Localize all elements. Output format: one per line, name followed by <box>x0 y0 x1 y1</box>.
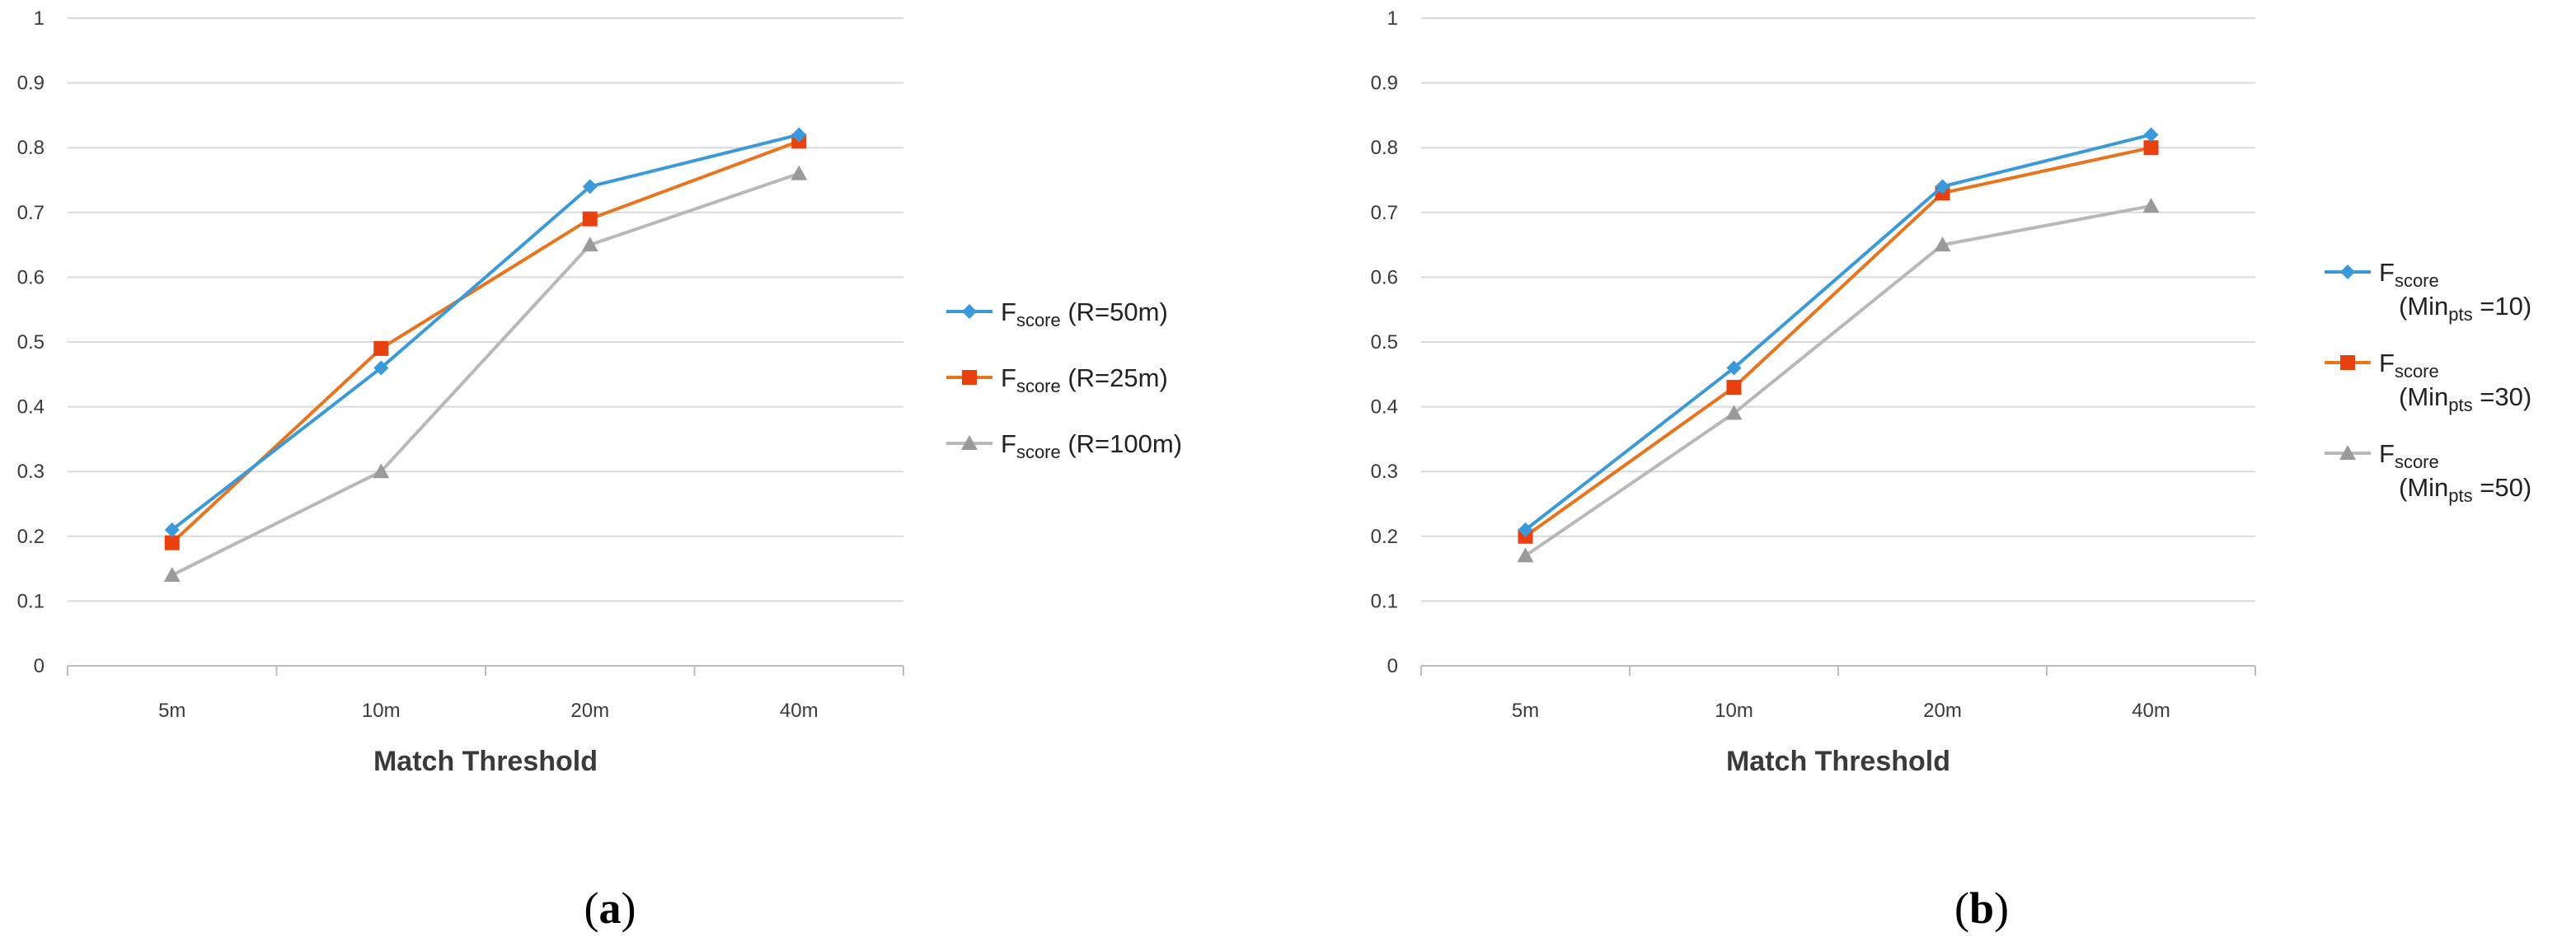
y-tick-label: 0.5 <box>1371 331 1398 354</box>
data-point <box>1726 380 1742 396</box>
y-tick-label: 0.3 <box>17 461 45 483</box>
data-point <box>2142 197 2160 213</box>
y-tick-label: 0.1 <box>1371 590 1398 612</box>
data-point <box>1934 236 1951 252</box>
data-point <box>373 340 389 356</box>
data-point <box>2340 265 2355 279</box>
figure-caption: (a) <box>584 883 636 933</box>
y-tick-label: 0.5 <box>17 331 45 354</box>
series-3 <box>1517 197 2160 563</box>
y-tick-label: 0.9 <box>17 73 45 95</box>
data-point <box>2143 127 2159 143</box>
y-tick-label: 0.7 <box>17 202 45 224</box>
y-tick-label: 0.8 <box>17 137 45 159</box>
legend-label: Fscore <box>2379 258 2439 291</box>
series-line <box>1524 133 2151 532</box>
data-point <box>1518 522 1533 537</box>
data-point <box>2143 140 2159 156</box>
legend-label: Fscore (R=100m) <box>1001 429 1182 462</box>
data-point <box>164 535 180 550</box>
data-point <box>163 566 181 582</box>
chart-b: 0 0.1 0.2 0.3 0.4 0.5 0.6 0.7 0.8 0.9 1 5m 10m 20m 40m… <box>1371 7 2532 933</box>
y-tick-label: 0 <box>1387 655 1398 677</box>
x-tick-label: 20m <box>1923 700 1962 722</box>
data-point <box>1935 179 1950 194</box>
legend-label: Fscore <box>2379 439 2439 472</box>
y-tick-label: 0.6 <box>1371 266 1398 288</box>
data-point <box>962 304 977 319</box>
data-point <box>1726 360 1742 376</box>
x-axis-title: Match Threshold <box>373 746 598 777</box>
y-tick-label: 0.1 <box>17 590 45 612</box>
legend-item: Fscore (R=100m) <box>946 429 1182 462</box>
x-tick-label: 40m <box>2132 700 2170 722</box>
legend-label-line2: (Minpts =10) <box>2399 292 2531 325</box>
y-tick-label: 0.7 <box>1371 202 1398 224</box>
series-3 <box>163 165 808 582</box>
legend-item: Fscore (R=50m) <box>946 297 1168 330</box>
series-line <box>171 133 800 532</box>
data-point <box>2339 445 2356 460</box>
y-tick-label: 1 <box>34 7 45 30</box>
y-tick-label: 0.6 <box>17 266 45 288</box>
data-point <box>2340 355 2355 370</box>
y-tick-label: 0.2 <box>1371 526 1398 548</box>
legend-item: Fscore (R=25m) <box>946 363 1168 396</box>
data-point <box>962 370 977 385</box>
y-tick-label: 0 <box>34 655 45 677</box>
y-tick-label: 0.8 <box>1371 137 1398 159</box>
y-tick-label: 1 <box>1387 7 1398 30</box>
data-point <box>1725 405 1743 420</box>
y-tick-label: 0.9 <box>1371 73 1398 95</box>
data-point <box>373 360 389 376</box>
data-point <box>791 165 808 180</box>
y-tick-label: 0.4 <box>17 396 45 419</box>
x-tick-label: 20m <box>570 700 609 722</box>
x-axis-title: Match Threshold <box>1726 746 1950 777</box>
data-point <box>582 179 598 194</box>
legend-label-line2: (Minpts =50) <box>2399 473 2531 506</box>
figure-caption: (b) <box>1954 883 2009 933</box>
legend-label: Fscore <box>2379 349 2439 382</box>
data-point <box>791 127 807 143</box>
legend: Fscore(Minpts =10)Fscore(Minpts =30)Fsco… <box>2325 258 2531 506</box>
data-point <box>373 463 390 479</box>
legend: Fscore (R=50m) Fscore (R=25m) Fscore (R=10… <box>946 297 1182 462</box>
series-line <box>171 171 800 577</box>
data-point <box>164 522 180 537</box>
y-tick-label: 0.3 <box>1371 461 1398 483</box>
legend-label: Fscore (R=25m) <box>1001 363 1168 396</box>
data-point <box>581 236 598 252</box>
x-tick-label: 5m <box>158 700 185 722</box>
data-point <box>582 211 598 227</box>
x-tick-label: 10m <box>1715 700 1753 722</box>
series-line <box>1524 204 2151 558</box>
series-line <box>1524 146 2151 538</box>
series-1 <box>1518 127 2159 537</box>
series-1 <box>164 127 807 537</box>
series-line <box>171 139 800 545</box>
y-tick-label: 0.4 <box>1371 396 1398 419</box>
x-tick-label: 10m <box>362 700 401 722</box>
data-point <box>1517 547 1534 563</box>
y-tick-label: 0.2 <box>17 526 45 548</box>
legend-item: Fscore(Minpts =30) <box>2325 349 2531 415</box>
legend-label-line2: (Minpts =30) <box>2399 382 2531 415</box>
legend-item: Fscore(Minpts =10) <box>2325 258 2531 325</box>
data-point <box>961 435 978 450</box>
x-tick-label: 5m <box>1512 700 1539 722</box>
legend-item: Fscore(Minpts =50) <box>2325 439 2531 506</box>
x-tick-label: 40m <box>780 700 819 722</box>
chart-a: 0 0.1 0.2 0.3 0.4 0.5 0.6 0.7 0.8 0.9 1 5m 10m 20m 40m… <box>17 7 1182 933</box>
legend-label: Fscore (R=50m) <box>1001 297 1168 330</box>
